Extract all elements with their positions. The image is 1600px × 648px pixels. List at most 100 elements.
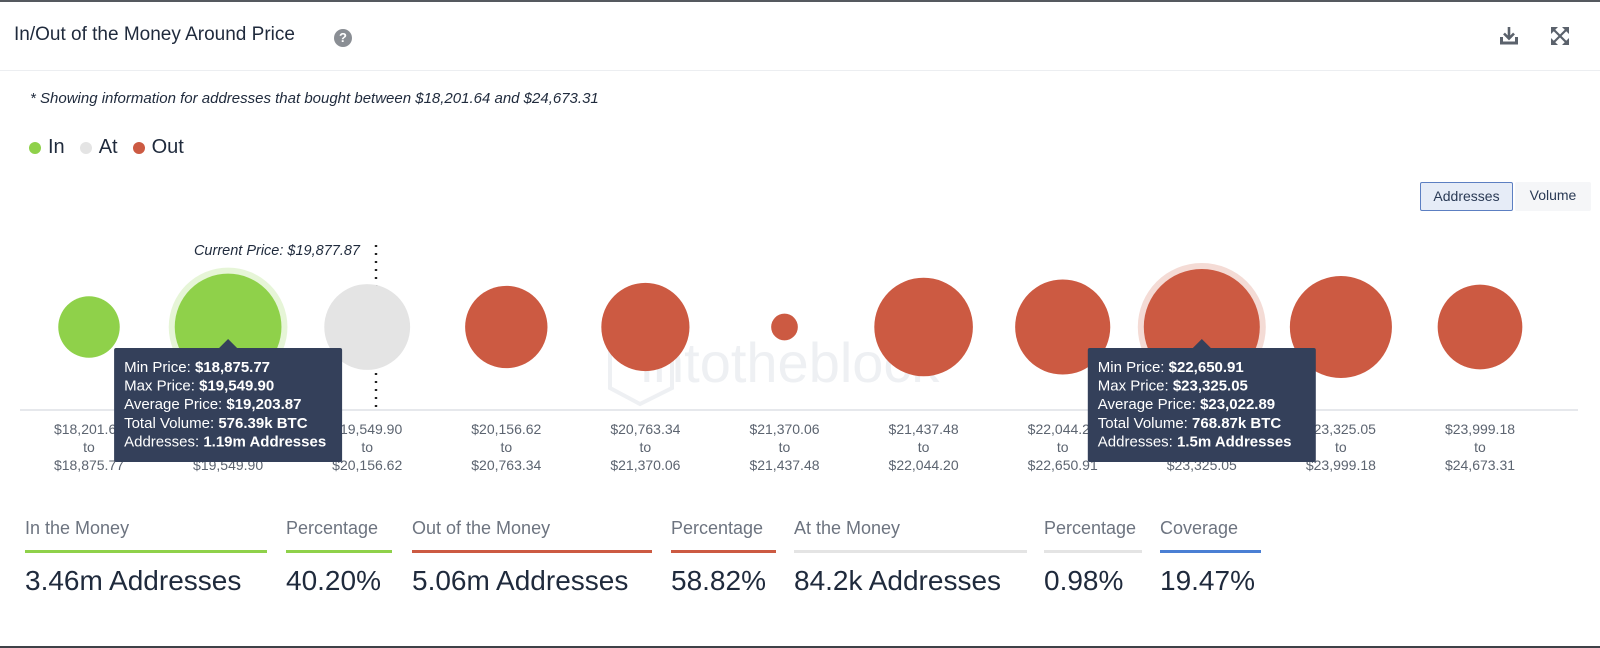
bubble-out-4 (601, 282, 690, 372)
tooltip-row-1-3: Total Volume: 768.87k BTC (1098, 415, 1282, 432)
addresses-toggle-button[interactable]: Addresses (1420, 182, 1513, 211)
stat-label: Out of the Money (412, 518, 551, 538)
stat-value: 58.82% (671, 565, 766, 596)
download-icon[interactable] (1497, 24, 1521, 48)
tooltip-row-0-3: Total Volume: 576.39k BTC (124, 415, 308, 432)
legend-dot-at (79, 141, 92, 154)
tooltip-row-value: 576.39k BTC (218, 415, 307, 432)
tooltip-row-label: Total Volume: (1098, 415, 1192, 432)
tooltip-row-value: $23,022.89 (1200, 396, 1275, 413)
widget-header: In/Out of the Money Around Price ? (0, 2, 1600, 71)
question-circle-icon[interactable]: ? (334, 29, 352, 47)
tooltip-row-value: 1.5m Addresses (1177, 433, 1292, 450)
current-price-label: Current Price: $19,877.87 (194, 243, 361, 259)
tooltip-row-value: 1.19m Addresses (203, 433, 326, 450)
bubble-out-10 (1437, 284, 1523, 370)
stat-underline (794, 550, 1027, 553)
tick-label-10-to: to (1474, 439, 1486, 455)
tick-label-2-max: $20,156.62 (332, 457, 402, 473)
expand-icon[interactable] (1548, 24, 1572, 48)
legend-item-in[interactable]: In (29, 136, 65, 159)
tick-label-3-min: $20,156.62 (471, 421, 541, 437)
tooltip-row-0-4: Addresses: 1.19m Addresses (124, 433, 326, 450)
tick-label-5-to: to (779, 439, 791, 455)
stat-label: Percentage (1044, 518, 1137, 538)
stat-5: Percentage 0.98% (1044, 518, 1142, 597)
bubble-out-6 (874, 277, 973, 377)
tick-label-9-to: to (1335, 439, 1347, 455)
tooltip-row-1-4: Addresses: 1.5m Addresses (1098, 433, 1292, 450)
stat-label: In the Money (25, 518, 130, 538)
stat-value: 84.2k Addresses (794, 565, 1002, 596)
stat-value: 3.46m Addresses (25, 565, 242, 596)
legend-dot-out (132, 141, 145, 154)
range-note: * Showing information for addresses that… (30, 90, 599, 107)
tick-label-9-max: $23,999.18 (1306, 457, 1376, 473)
tooltip-box-1 (1087, 348, 1316, 462)
stat-label: Percentage (286, 518, 379, 538)
tick-label-10-max: $24,673.31 (1445, 457, 1515, 473)
tick-label-6-to: to (918, 439, 930, 455)
stat-underline (412, 550, 652, 553)
stat-underline (286, 550, 392, 553)
stat-6: Coverage 19.47% (1160, 518, 1261, 597)
tick-label-2-to: to (361, 439, 373, 455)
stat-label: Percentage (671, 518, 764, 538)
tooltip-row-value: $19,549.90 (199, 378, 274, 395)
tooltip-1: Min Price: $22,650.91 Max Price: $23,325.… (1087, 339, 1316, 462)
stat-underline (25, 550, 267, 553)
tick-label-9-min: $23,325.05 (1306, 421, 1376, 437)
legend-label-out: Out (151, 136, 184, 158)
widget-title: In/Out of the Money Around Price (14, 24, 295, 45)
bubble-out-7 (1015, 279, 1111, 375)
tooltip-row-label: Addresses: (1098, 433, 1177, 450)
stat-0: In the Money 3.46m Addresses (25, 518, 267, 597)
tooltip-row-0-1: Max Price: $19,549.90 (124, 378, 274, 395)
stat-value: 0.98% (1044, 565, 1124, 596)
tooltip-box-0 (114, 348, 343, 462)
tick-label-3-to: to (500, 439, 512, 455)
stat-underline (1160, 550, 1261, 553)
tooltip-0: Min Price: $18,875.77 Max Price: $19,549.… (114, 339, 343, 462)
chart-legend: In At Out (29, 136, 199, 159)
tooltip-row-value: $22,650.91 (1169, 359, 1244, 376)
stat-label: At the Money (794, 518, 901, 538)
legend-label-at: At (98, 136, 118, 158)
bubble-out-5 (771, 313, 798, 341)
legend-label-in: In (48, 136, 65, 158)
tooltip-row-label: Average Price: (1098, 396, 1200, 413)
tooltip-row-1-1: Max Price: $23,325.05 (1098, 378, 1248, 395)
tick-label-0-min: $18,201.64 (54, 421, 124, 437)
tick-label-0-to: to (83, 439, 95, 455)
tick-label-7-max: $22,650.91 (1028, 457, 1098, 473)
bubble-at-2 (324, 284, 411, 370)
stat-underline (671, 550, 776, 553)
bubble-out-3 (465, 285, 548, 369)
stat-label: Coverage (1160, 518, 1239, 538)
volume-toggle-button[interactable]: Volume (1515, 182, 1591, 211)
tick-label-4-min: $20,763.34 (610, 421, 680, 437)
tick-label-7-min: $22,044.20 (1028, 421, 1098, 437)
legend-item-at[interactable]: At (79, 136, 118, 159)
tick-label-7-to: to (1057, 439, 1069, 455)
stat-value: 40.20% (286, 565, 381, 596)
tick-label-0-max: $18,875.77 (54, 457, 124, 473)
tooltip-row-value: $18,875.77 (195, 359, 270, 376)
tooltip-row-label: Average Price: (124, 396, 226, 413)
tooltip-row-label: Total Volume: (124, 415, 218, 432)
tooltip-row-value: 768.87k BTC (1192, 415, 1281, 432)
tick-label-2-min: $19,549.90 (332, 421, 402, 437)
tooltip-row-value: $23,325.05 (1173, 378, 1248, 395)
stat-1: Percentage 40.20% (286, 518, 392, 597)
bubble-in-0 (58, 296, 120, 358)
stat-value: 5.06m Addresses (412, 565, 629, 596)
tooltip-row-label: Min Price: (124, 359, 195, 376)
tooltip-row-label: Max Price: (124, 378, 199, 395)
tooltip-arrow-1 (1192, 339, 1211, 348)
legend-item-out[interactable]: Out (132, 136, 184, 159)
tick-label-4-to: to (640, 439, 652, 455)
tooltip-row-0-0: Min Price: $18,875.77 (124, 359, 270, 376)
stat-2: Out of the Money 5.06m Addresses (412, 518, 652, 597)
